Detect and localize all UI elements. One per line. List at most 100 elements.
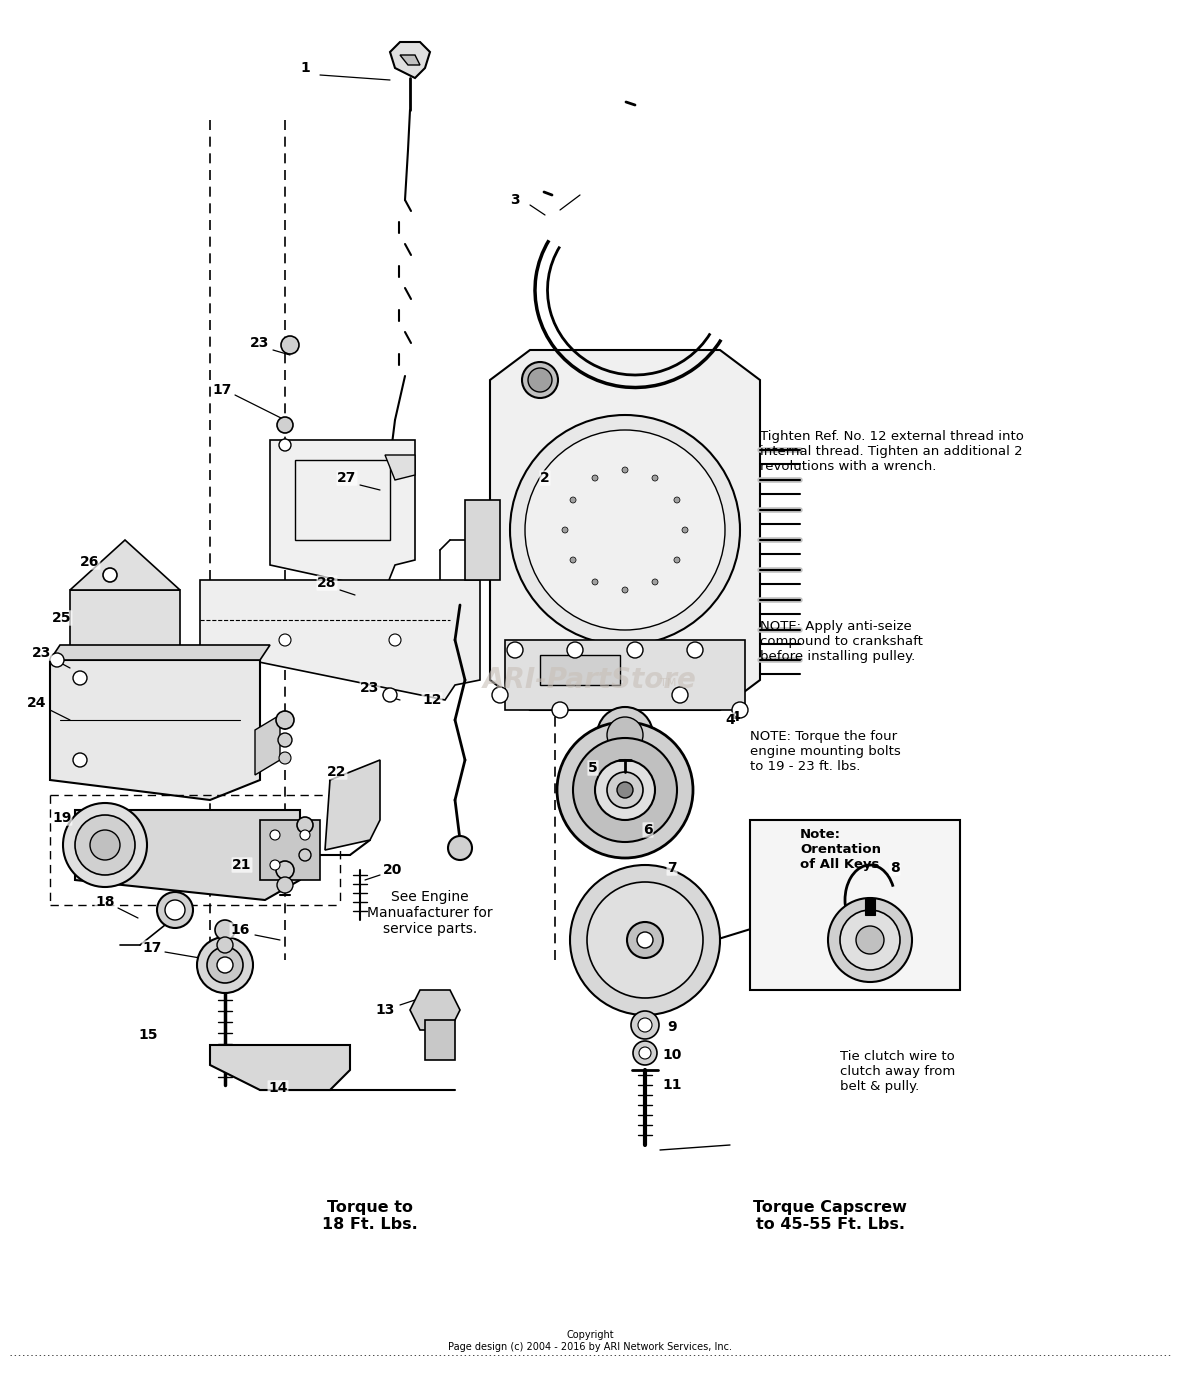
- Circle shape: [278, 753, 291, 764]
- Polygon shape: [199, 581, 480, 700]
- Polygon shape: [865, 899, 876, 915]
- Circle shape: [507, 643, 523, 658]
- Circle shape: [297, 817, 313, 832]
- Circle shape: [557, 722, 693, 859]
- Circle shape: [674, 557, 680, 563]
- Circle shape: [631, 1011, 658, 1039]
- Circle shape: [570, 497, 576, 504]
- Circle shape: [510, 416, 740, 645]
- Circle shape: [270, 860, 280, 870]
- Circle shape: [627, 922, 663, 958]
- Text: 21: 21: [232, 859, 251, 872]
- Polygon shape: [255, 716, 280, 775]
- Polygon shape: [210, 1044, 350, 1090]
- Circle shape: [73, 753, 87, 766]
- Text: 1: 1: [300, 61, 310, 76]
- Circle shape: [525, 429, 725, 630]
- Circle shape: [632, 1042, 657, 1065]
- Circle shape: [215, 921, 235, 940]
- Text: 23: 23: [360, 681, 380, 695]
- Polygon shape: [70, 539, 181, 590]
- Circle shape: [597, 707, 653, 764]
- Text: 9: 9: [667, 1020, 677, 1033]
- Text: 10: 10: [662, 1049, 682, 1062]
- Text: Torque Capscrew
to 45-55 Ft. Lbs.: Torque Capscrew to 45-55 Ft. Lbs.: [753, 1200, 907, 1233]
- Text: 28: 28: [317, 577, 336, 590]
- Circle shape: [640, 1047, 651, 1060]
- Circle shape: [270, 830, 280, 839]
- Circle shape: [278, 733, 291, 747]
- Text: ARI-PartStore: ARI-PartStore: [483, 666, 697, 694]
- Circle shape: [90, 830, 120, 860]
- Bar: [465, 499, 500, 581]
- Bar: [540, 655, 620, 685]
- Circle shape: [527, 367, 552, 392]
- Circle shape: [682, 527, 688, 533]
- Circle shape: [299, 849, 312, 861]
- Bar: [750, 820, 961, 989]
- Circle shape: [828, 899, 912, 982]
- Circle shape: [389, 634, 401, 645]
- Text: 17: 17: [212, 383, 231, 398]
- Circle shape: [448, 837, 472, 860]
- Polygon shape: [50, 660, 260, 799]
- Polygon shape: [409, 989, 460, 1031]
- Circle shape: [492, 687, 509, 703]
- Circle shape: [856, 926, 884, 954]
- Polygon shape: [50, 645, 270, 660]
- Circle shape: [570, 557, 576, 563]
- Circle shape: [732, 702, 748, 718]
- Circle shape: [217, 937, 232, 954]
- Polygon shape: [391, 43, 430, 78]
- Circle shape: [300, 830, 310, 839]
- Polygon shape: [490, 350, 760, 710]
- Circle shape: [276, 861, 294, 879]
- Circle shape: [592, 579, 598, 585]
- Bar: [425, 1020, 455, 1060]
- Circle shape: [277, 877, 293, 893]
- Circle shape: [206, 947, 243, 982]
- Polygon shape: [400, 55, 420, 65]
- Circle shape: [197, 937, 253, 993]
- Circle shape: [73, 671, 87, 685]
- Circle shape: [617, 782, 632, 798]
- Text: 22: 22: [327, 765, 347, 779]
- Circle shape: [276, 711, 294, 729]
- Circle shape: [622, 588, 628, 593]
- Text: 20: 20: [384, 863, 402, 877]
- Circle shape: [278, 634, 291, 645]
- Text: NOTE: Apply anti-seize
compound to crankshaft
before installing pulley.: NOTE: Apply anti-seize compound to crank…: [760, 621, 923, 663]
- Circle shape: [384, 688, 396, 702]
- Bar: [505, 640, 745, 710]
- Text: Note:
Orentation
of All Keys: Note: Orentation of All Keys: [800, 828, 881, 871]
- Circle shape: [607, 717, 643, 753]
- Circle shape: [627, 643, 643, 658]
- Text: 8: 8: [890, 861, 900, 875]
- Text: NOTE: Torque the four
engine mounting bolts
to 19 - 23 ft. lbs.: NOTE: Torque the four engine mounting bo…: [750, 731, 900, 773]
- Circle shape: [674, 497, 680, 504]
- Circle shape: [653, 579, 658, 585]
- Circle shape: [687, 643, 703, 658]
- Polygon shape: [76, 810, 300, 900]
- Circle shape: [653, 475, 658, 482]
- Circle shape: [50, 654, 64, 667]
- Text: Copyright
Page design (c) 2004 - 2016 by ARI Network Services, Inc.: Copyright Page design (c) 2004 - 2016 by…: [448, 1331, 732, 1351]
- Circle shape: [570, 866, 720, 1015]
- Circle shape: [573, 738, 677, 842]
- Circle shape: [586, 882, 703, 998]
- Bar: [260, 820, 320, 881]
- Text: 19: 19: [52, 810, 72, 826]
- Circle shape: [840, 910, 900, 970]
- Text: 4: 4: [726, 713, 735, 727]
- Circle shape: [592, 475, 598, 482]
- Text: 26: 26: [80, 555, 99, 570]
- Text: See Engine
Manuafacturer for
service parts.: See Engine Manuafacturer for service par…: [367, 890, 493, 937]
- Text: 17: 17: [143, 941, 162, 955]
- Text: 4: 4: [730, 710, 740, 724]
- Circle shape: [217, 956, 232, 973]
- Circle shape: [103, 568, 117, 582]
- Circle shape: [671, 687, 688, 703]
- Circle shape: [63, 804, 148, 888]
- Circle shape: [522, 362, 558, 398]
- Text: 23: 23: [32, 645, 52, 660]
